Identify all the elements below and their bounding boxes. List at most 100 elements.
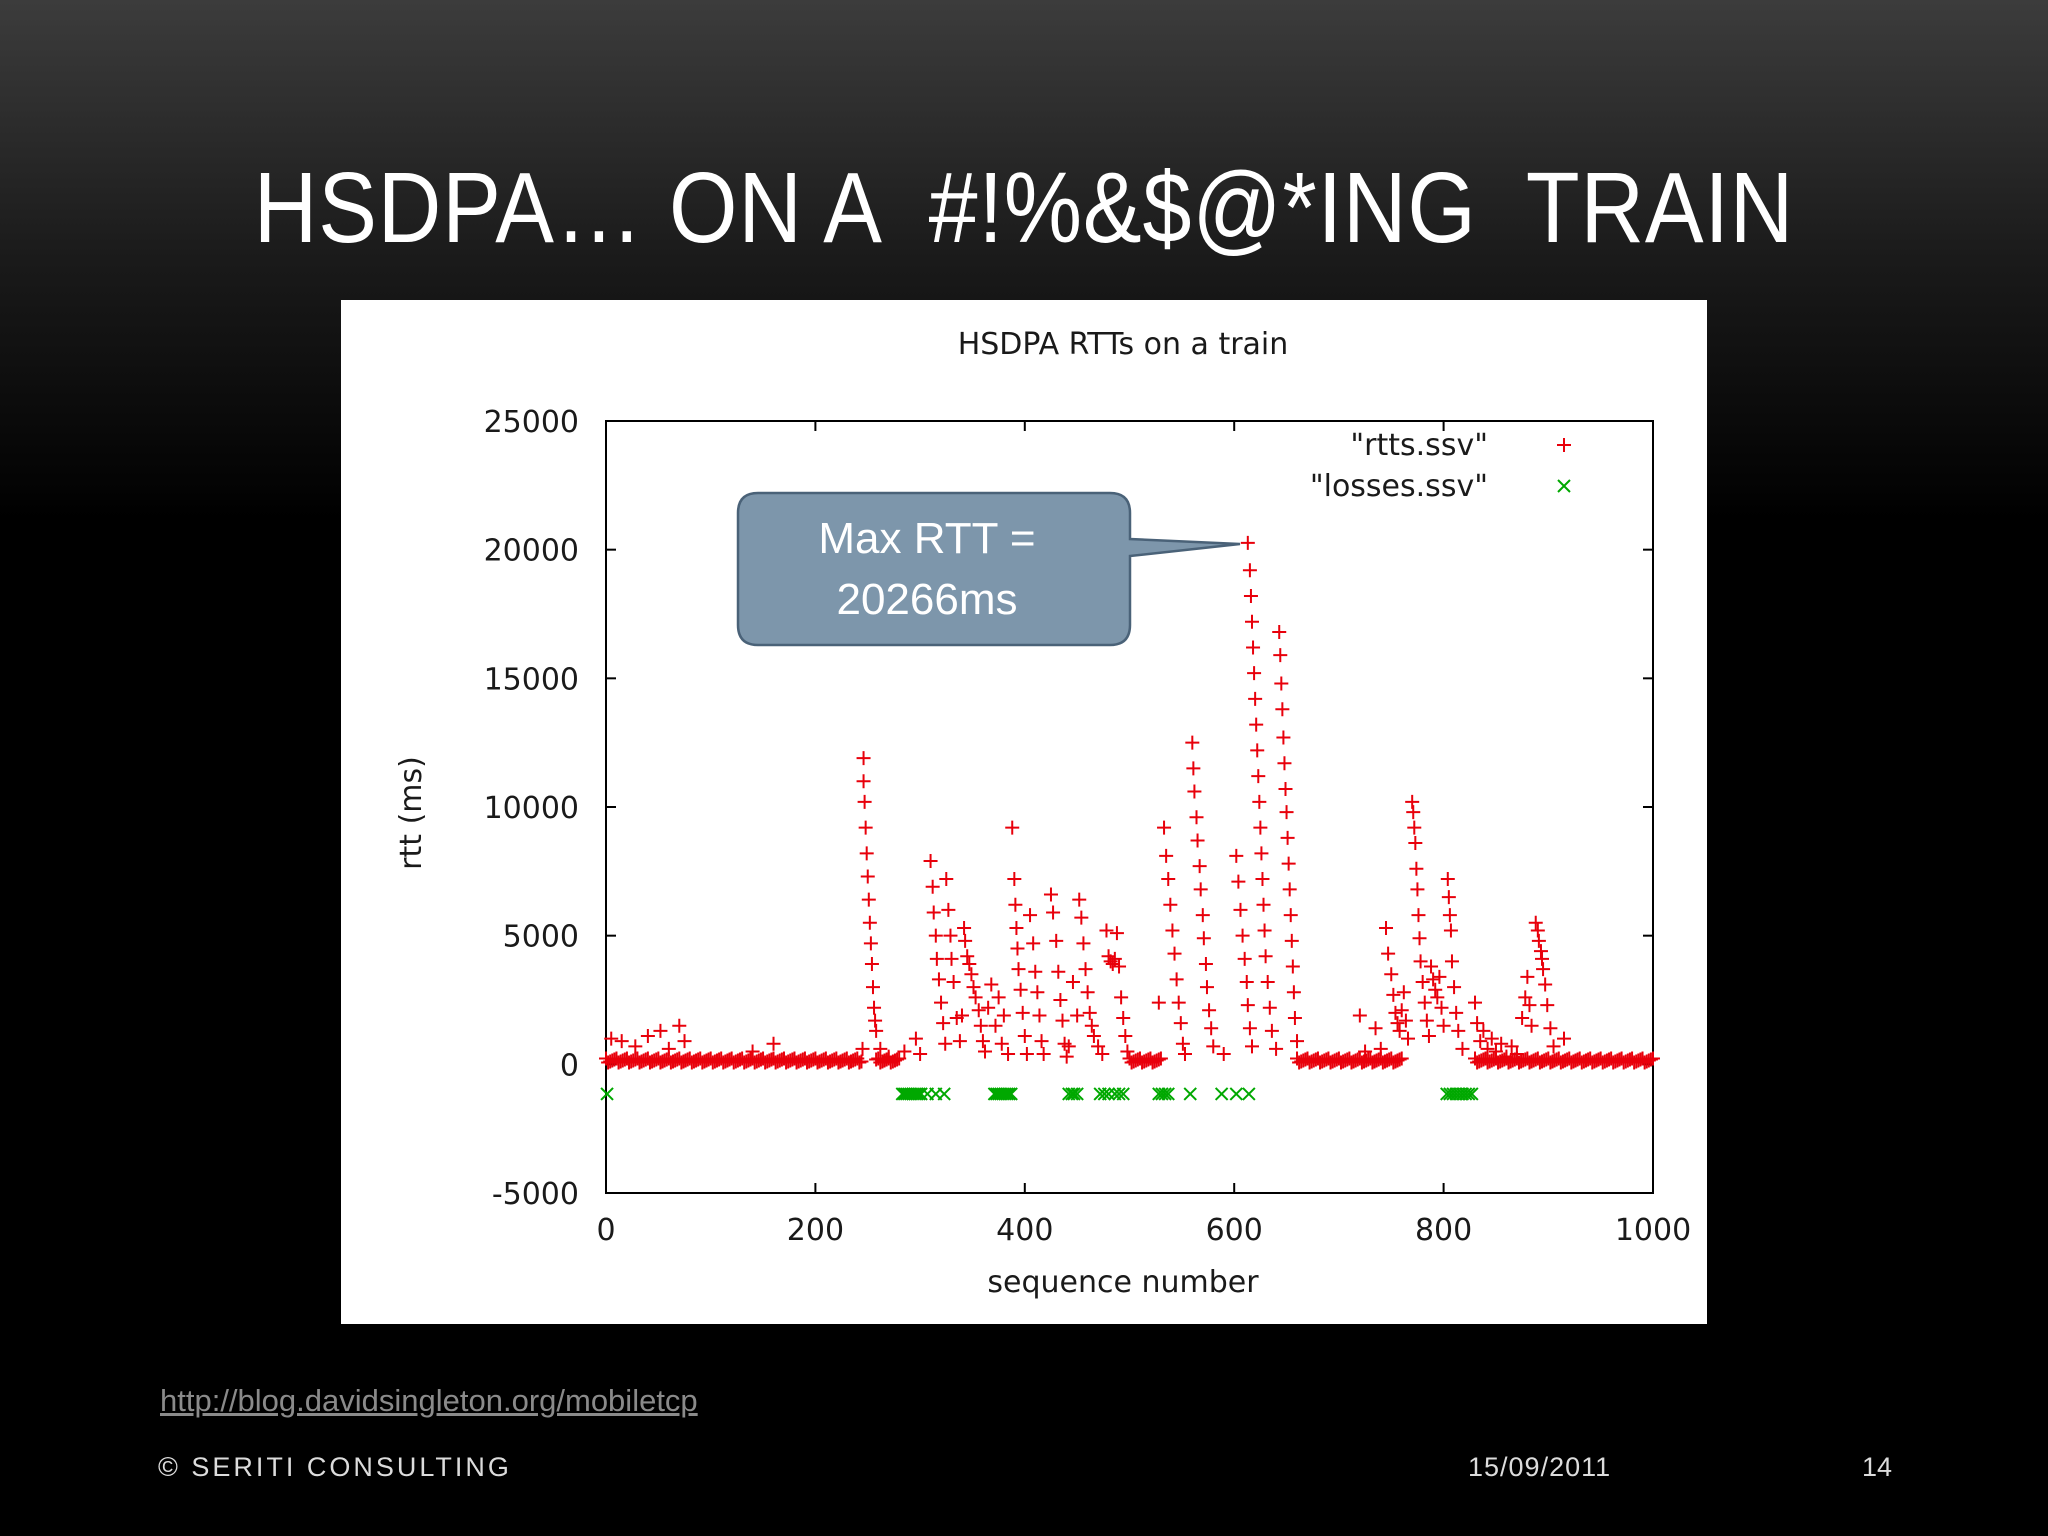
rtt-point — [1388, 1005, 1403, 1020]
rtt-point — [873, 1041, 888, 1056]
rtt-point — [1240, 535, 1255, 550]
footer-date: 15/09/2011 — [1468, 1452, 1612, 1482]
rtts-baseline-points — [599, 1051, 1660, 1070]
rtt-point — [1449, 1005, 1464, 1020]
rtt-point — [994, 1036, 1009, 1051]
rtt-point — [1515, 1011, 1530, 1026]
rtt-point — [1421, 1029, 1436, 1044]
rtt-point — [1279, 805, 1294, 820]
axis-ticks — [605, 420, 1654, 1194]
rtt-point — [1396, 985, 1411, 1000]
rtt-point — [1046, 905, 1061, 920]
loss-point — [1000, 1087, 1014, 1101]
rtt-point — [988, 1018, 1003, 1033]
legend-marker-rtts — [1557, 438, 1571, 452]
rtt-point — [957, 920, 972, 935]
rtt-point — [1424, 959, 1439, 974]
rtt-point — [975, 1034, 990, 1049]
rtt-point — [892, 1051, 907, 1066]
rtt-point — [1273, 648, 1288, 663]
rtt-point — [1384, 967, 1399, 982]
loss-point — [914, 1087, 928, 1101]
rtts-series — [604, 535, 1572, 1064]
rtt-point — [1468, 995, 1483, 1010]
rtt-point — [1001, 1047, 1016, 1062]
slide-title: HSDPA… ON A #!%&$@*ING TRAIN — [253, 152, 1795, 264]
rtt-point — [1030, 985, 1045, 1000]
rtt-point — [1484, 1031, 1499, 1046]
rtt-point — [1530, 923, 1545, 938]
loss-point — [1242, 1087, 1256, 1101]
legend-rtts-symbol — [1557, 438, 1571, 452]
rtt-point — [1518, 990, 1533, 1005]
rtt-point — [964, 967, 979, 982]
rtt-point — [1074, 910, 1089, 925]
rtt-point — [929, 951, 944, 966]
losses-series — [600, 1087, 1479, 1101]
loss-point — [1152, 1087, 1166, 1101]
rtt-point — [1169, 972, 1184, 987]
rtt-point — [934, 995, 949, 1010]
rtt-point — [1010, 941, 1025, 956]
rtt-point — [1167, 946, 1182, 961]
rtt-point — [936, 1016, 951, 1031]
loss-point — [600, 1087, 614, 1101]
x-tick-label: 400 — [996, 1213, 1053, 1248]
rtt-point — [971, 1003, 986, 1018]
rtt-point — [766, 1036, 781, 1051]
loss-point — [1183, 1087, 1197, 1101]
rtt-point — [1524, 1018, 1539, 1033]
loss-point — [1161, 1087, 1175, 1101]
rtt-point — [861, 892, 876, 907]
rtt-point — [1408, 836, 1423, 851]
rtt-point — [1442, 908, 1457, 923]
rtt-point — [1196, 931, 1211, 946]
rtt-point — [865, 980, 880, 995]
rtt-point — [1032, 1008, 1047, 1023]
rtt-point — [1470, 1016, 1485, 1031]
rtt-point — [939, 872, 954, 887]
rtt-point — [1441, 890, 1456, 905]
rtt-point — [1358, 1044, 1373, 1059]
rtt-point — [614, 1034, 629, 1049]
rtt-point — [653, 1023, 668, 1038]
rtt-point — [1017, 1029, 1032, 1044]
rtt-point — [1015, 1005, 1030, 1020]
rtt-point — [1120, 1044, 1135, 1059]
rtt-point — [1078, 962, 1093, 977]
y-axis-label: rtt (ms) — [394, 756, 429, 870]
rtt-point — [1251, 769, 1266, 784]
rtt-point — [1061, 1039, 1076, 1054]
legend-marker-losses — [1557, 479, 1571, 493]
rtt-point — [1173, 1016, 1188, 1031]
rtt-point — [1013, 982, 1028, 997]
source-link[interactable]: http://blog.davidsingleton.org/mobiletcp — [160, 1383, 698, 1418]
page-number: 14 — [1862, 1452, 1893, 1482]
rtt-point — [1394, 1003, 1409, 1018]
rtt-point — [1373, 1041, 1388, 1056]
rtt-point — [897, 1044, 912, 1059]
rtt-point — [1443, 923, 1458, 938]
rtt-point — [1248, 691, 1263, 706]
rtt-point — [1401, 1031, 1415, 1046]
rtt-point — [1434, 1000, 1449, 1015]
rtt-point — [1282, 882, 1297, 897]
rtt-point — [1540, 998, 1555, 1013]
loss-point — [1067, 1087, 1081, 1101]
rtt-point — [1522, 998, 1537, 1013]
rtt-point — [1216, 1047, 1231, 1062]
rtt-point — [1242, 563, 1257, 578]
loss-point — [908, 1087, 922, 1101]
rtt-point — [745, 1044, 760, 1059]
rtt-point — [1082, 1005, 1097, 1020]
loss-point — [937, 1087, 951, 1101]
rtt-point — [1193, 882, 1208, 897]
rtt-point — [931, 972, 946, 987]
rtt-point — [1368, 1021, 1383, 1036]
rtt-point — [1256, 897, 1271, 912]
chart-panel: HSDPA RTTs on a train 0 200 400 600 800 1000 -… — [341, 300, 1707, 1324]
rtt-point — [1059, 1049, 1074, 1064]
rtt-point — [1080, 985, 1095, 1000]
y-tick-label: -5000 — [492, 1177, 579, 1212]
rtt-point — [1009, 920, 1024, 935]
